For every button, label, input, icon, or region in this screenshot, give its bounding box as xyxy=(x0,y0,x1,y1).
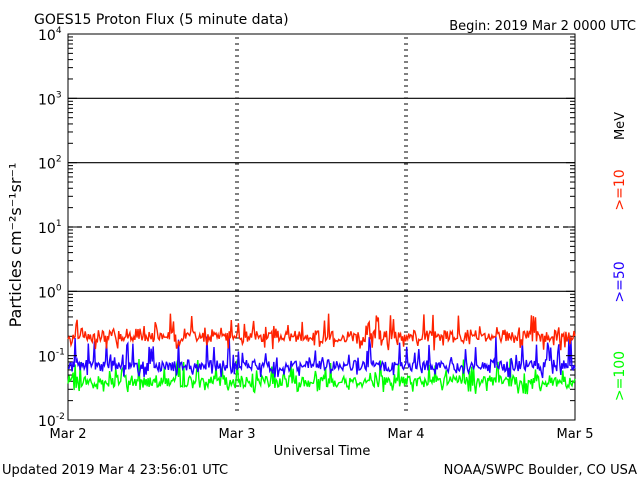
legend-entry: >=10 xyxy=(612,169,628,210)
unit-label: MeV xyxy=(613,112,628,140)
y-tick-label: 10-1 xyxy=(38,348,65,366)
series-legend: >=10 >=50 >=100 xyxy=(612,169,628,401)
y-tick-exponent: 3 xyxy=(56,90,62,100)
y-tick-label: 102 xyxy=(38,155,62,173)
y-tick-exponent: 2 xyxy=(56,155,62,165)
y-tick-base: 10 xyxy=(38,285,56,301)
y-tick-base: 10 xyxy=(38,221,56,237)
y-tick-label: 104 xyxy=(38,26,62,44)
y-tick-base: 10 xyxy=(38,414,56,430)
x-tick-label: Mar 3 xyxy=(219,427,256,442)
y-tick-base: 10 xyxy=(38,92,56,108)
x-tick-label: Mar 5 xyxy=(557,427,594,442)
y-tick-base: 10 xyxy=(38,157,56,173)
x-tick-label: Mar 2 xyxy=(50,427,87,442)
legend-entry: >=50 xyxy=(612,261,628,302)
series-trace xyxy=(67,313,576,351)
series-lines xyxy=(67,313,576,395)
begin-time-label: Begin: 2019 Mar 2 0000 UTC xyxy=(449,19,636,34)
y-axis-label: Particles cm⁻²s⁻¹sr⁻¹ xyxy=(6,163,25,328)
chart-title: GOES15 Proton Flux (5 minute data) xyxy=(34,12,289,28)
legend-entry: >=100 xyxy=(612,351,628,401)
y-tick-exponent: 4 xyxy=(56,26,62,36)
y-tick-label: 103 xyxy=(38,90,62,108)
x-axis-label: Universal Time xyxy=(274,444,371,459)
y-tick-label: 100 xyxy=(38,283,62,301)
credit-label: NOAA/SWPC Boulder, CO USA xyxy=(444,463,637,478)
y-tick-base: 10 xyxy=(38,350,56,366)
series-trace xyxy=(67,358,576,395)
y-tick-exponent: 0 xyxy=(56,283,62,293)
y-tick-exponent: -1 xyxy=(56,348,65,358)
updated-timestamp: Updated 2019 Mar 4 23:56:01 UTC xyxy=(2,463,228,478)
x-minor-ticks xyxy=(235,37,408,411)
threshold-lines xyxy=(68,97,575,292)
y-tick-exponent: -2 xyxy=(56,412,65,422)
y-minor-ticks xyxy=(68,36,575,402)
x-tick-label: Mar 4 xyxy=(388,427,425,442)
y-tick-label: 10-2 xyxy=(38,412,65,430)
y-tick-base: 10 xyxy=(38,28,56,44)
y-tick-label: 101 xyxy=(38,219,62,237)
y-tick-exponent: 1 xyxy=(56,219,62,229)
x-axis-tick-labels: Mar 2 Mar 3 Mar 4 Mar 5 xyxy=(50,427,594,442)
series-trace xyxy=(67,336,576,379)
